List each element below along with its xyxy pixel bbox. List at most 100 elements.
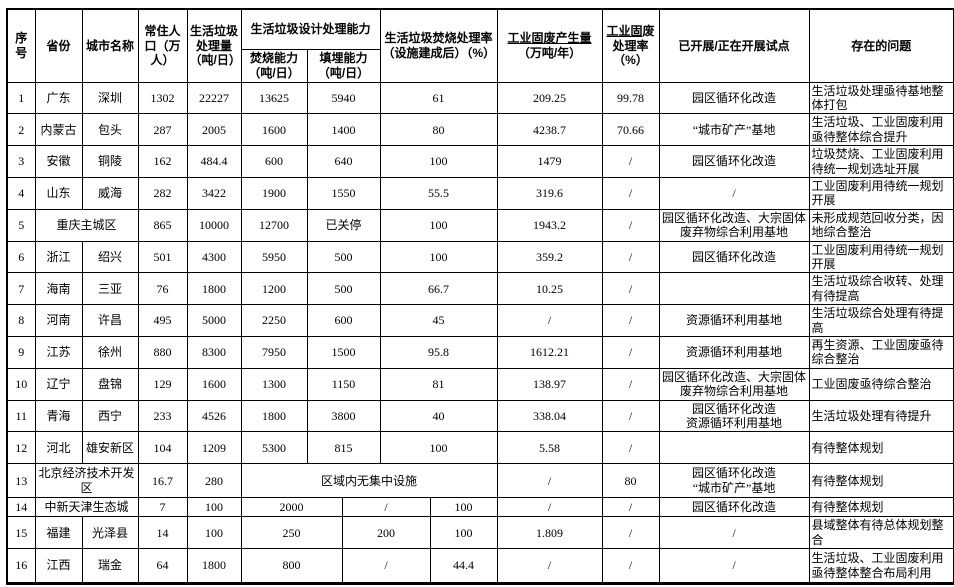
cell-industrial-gen: 5.58 [496, 431, 603, 465]
cell-industrial-rate: / [601, 497, 660, 518]
cell-pilot: 园区循环化改造 [658, 240, 810, 274]
cell-problem: 生活垃圾综合收转、处理有待提高 [808, 272, 954, 306]
cell-daily-amount: 4526 [186, 399, 242, 433]
cell-problem: 有待整体规划 [808, 463, 954, 499]
cell-industrial-gen: / [496, 304, 603, 337]
cell-pilot: 资源循环利用基地 [658, 335, 810, 369]
cell-problem: 生活垃圾、工业固废利用亟待整体整合布局利用 [808, 548, 954, 585]
cell-city: 三亚 [81, 272, 139, 306]
cell-incineration-rate: 80 [379, 113, 498, 147]
table-row: 2 内蒙古 包头 287 2005 1600 1400 80 4238.7 70.66 “城市矿产”… [6, 113, 954, 147]
cell-province: 海南 [34, 272, 83, 306]
cell-region: 重庆主城区 [34, 208, 139, 242]
cell-no: 8 [6, 304, 36, 337]
cell-industrial-gen: 1943.2 [496, 208, 603, 242]
table-row: 7 海南 三亚 76 1800 1200 500 66.7 10.25/ 生活垃圾综合收转、处理有… [6, 272, 954, 306]
cell-incineration-capacity: 250 [240, 516, 343, 550]
table-row: 10 辽宁 盘锦 129 1600 1300 1150 81 138.97/园区循环化改造、大宗… [6, 367, 954, 401]
header-industrial-gen-unit: （万吨/年） [517, 45, 582, 60]
cell-city: 盘锦 [81, 367, 139, 401]
cell-no: 11 [6, 399, 36, 433]
cell-daily-amount: 484.4 [186, 145, 242, 179]
cell-incineration-capacity: 2250 [240, 304, 308, 337]
cell-daily-amount: 1600 [186, 367, 242, 401]
cell-no: 9 [6, 335, 36, 369]
cell-landfill-capacity: 500 [306, 240, 381, 274]
cell-daily-amount: 5000 [186, 304, 242, 337]
cell-problem: 工业固废亟待综合整治 [808, 367, 954, 401]
cell-incineration-rate: 61 [379, 81, 498, 115]
cell-province: 内蒙古 [34, 113, 83, 147]
cell-population: 282 [137, 177, 188, 210]
cell-daily-amount: 8300 [186, 335, 242, 369]
cell-daily-amount: 1800 [186, 272, 242, 306]
cell-population: 1302 [137, 81, 188, 115]
cell-pilot: “城市矿产”基地 [658, 113, 810, 147]
cell-daily-amount: 100 [186, 516, 242, 550]
table-row: 5 重庆主城区 865 10000 12700 已关停 100 1943.2/园区循环化改造、… [6, 208, 954, 242]
header-no: 序号 [6, 8, 36, 83]
cell-problem: 未形成规范回收分类，因地综合整治 [808, 208, 954, 242]
cell-industrial-gen: 338.04 [496, 399, 603, 433]
cell-no: 16 [6, 548, 36, 585]
header-population: 常住人口（万人） [137, 8, 188, 83]
cell-incineration-rate: 100 [429, 497, 498, 518]
header-industrial-rate-rest: 废处理率（%） [612, 24, 655, 67]
cell-incineration-rate: 95.8 [379, 335, 498, 369]
cell-industrial-rate: / [601, 208, 660, 242]
cell-problem: 生活垃圾处理亟待基地整体打包 [808, 81, 954, 115]
cell-industrial-gen: 10.25 [496, 272, 603, 306]
cell-landfill-capacity: 600 [306, 304, 381, 337]
cell-landfill-capacity: / [341, 497, 431, 518]
cell-landfill-capacity: 200 [341, 516, 431, 550]
cell-population: 501 [137, 240, 188, 274]
cell-province: 福建 [34, 516, 83, 550]
cell-daily-amount: 100 [186, 497, 242, 518]
cell-daily-amount: 3422 [186, 177, 242, 210]
header-problems: 存在的问题 [808, 8, 954, 83]
cell-population: 129 [137, 367, 188, 401]
cell-population: 104 [137, 431, 188, 465]
cell-province: 河南 [34, 304, 83, 337]
cell-incineration-capacity: 5300 [240, 431, 308, 465]
cell-province: 辽宁 [34, 367, 83, 401]
header-row-2: 焚烧能力（吨/日） 填埋能力（吨/日） [7, 48, 954, 83]
header-industrial-gen: 工业固废产生量（万吨/年） [496, 8, 603, 83]
cell-pilot: 园区循环化改造 [658, 497, 810, 518]
cell-industrial-rate: / [601, 367, 660, 401]
cell-incineration-rate: 55.5 [379, 177, 498, 210]
cell-industrial-gen: 138.97 [496, 367, 603, 401]
cell-problem: 有待整体规划 [808, 431, 954, 465]
cell-province: 江西 [34, 548, 83, 585]
header-city: 城市名称 [81, 8, 139, 83]
cell-city: 深圳 [81, 81, 139, 115]
table-row: 6 浙江 绍兴 501 4300 5950 500 100 359.2/园区循环化改造 工业固废利… [6, 240, 954, 274]
cell-industrial-rate: 99.78 [601, 81, 660, 115]
header-industrial-rate-underline: 工业固 [606, 24, 643, 39]
cell-incineration-rate: 40 [379, 399, 498, 433]
cell-no: 4 [6, 177, 36, 210]
cell-industrial-gen: 4238.7 [496, 113, 603, 147]
cell-landfill-capacity: 已关停 [306, 208, 381, 242]
table-row: 9 江苏 徐州 880 8300 7950 1500 95.8 1612.21/资源循环利用基地… [6, 335, 954, 369]
cell-landfill-capacity: / [341, 548, 431, 585]
cell-industrial-gen: 1.809 [496, 516, 603, 550]
cell-no: 5 [6, 208, 36, 242]
table-body: 1 广东 深圳 1302 22227 13625 5940 61 209.25 99.78 园区循环… [6, 81, 954, 585]
cell-province: 江苏 [34, 335, 83, 369]
cell-population: 233 [137, 399, 188, 433]
cell-population: 162 [137, 145, 188, 179]
cell-no: 3 [6, 145, 36, 179]
cell-incineration-rate: 44.4 [429, 548, 498, 585]
cell-industrial-rate: / [601, 145, 660, 179]
cell-pilot [658, 272, 810, 306]
header-row-1: 序号 省份 城市名称 常住人口（万人） 生活垃圾处理量（吨/日） 生活垃圾设计处… [6, 8, 954, 83]
header-industrial-gen-underline: 工业固废产生量 [507, 31, 592, 46]
header-design-capacity: 生活垃圾设计处理能力 [240, 8, 381, 50]
cell-daily-amount: 4300 [186, 240, 242, 274]
cell-incineration-capacity: 1800 [240, 399, 308, 433]
cell-population: 76 [137, 272, 188, 306]
cell-pilot: 园区循环化改造 [658, 145, 810, 179]
cell-industrial-gen: 209.25 [496, 81, 603, 115]
